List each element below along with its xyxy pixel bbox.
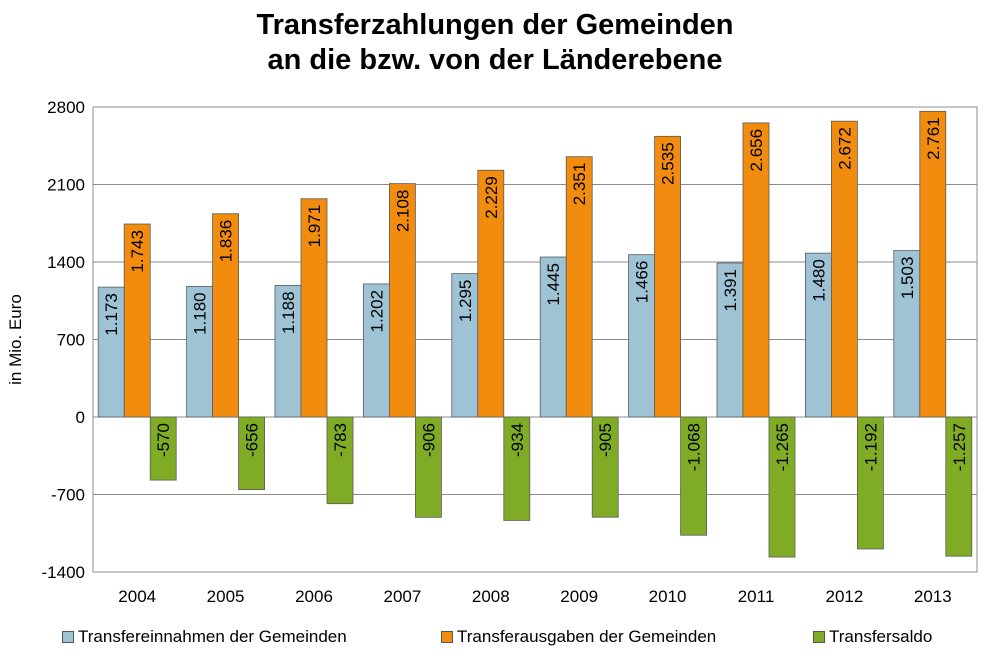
legend-item-saldo: Transfersaldo (813, 627, 932, 647)
x-tick-label-2009: 2009 (560, 587, 598, 606)
bar-1-2006 (300, 198, 328, 418)
data-label-2-2013: -1.257 (950, 423, 969, 471)
bar-2-2010 (680, 416, 707, 536)
bar-1-2004 (123, 223, 151, 418)
data-label-0-2005: 1.180 (191, 292, 210, 335)
bar-0-2005 (186, 285, 214, 418)
data-label-1-2009: 2.351 (570, 163, 589, 206)
x-tick-label-2010: 2010 (649, 587, 687, 606)
data-label-2-2010: -1.068 (685, 423, 704, 471)
chart-title-line-2: an die bzw. von der Länderebene (267, 44, 723, 76)
data-label-2-2006: -783 (331, 423, 350, 457)
y-tick-label-1: 2100 (47, 176, 85, 195)
bar-0-2006 (274, 285, 302, 418)
x-tick-label-2007: 2007 (383, 587, 421, 606)
data-label-1-2013: 2.761 (924, 117, 943, 160)
data-label-0-2012: 1.480 (809, 259, 828, 302)
y-tick-label-6: -1400 (42, 563, 85, 582)
chart-title-line-1: Transferzahlungen der Gemeinden (256, 9, 734, 41)
data-label-0-2010: 1.466 (633, 261, 652, 304)
x-tick-label-2011: 2011 (738, 587, 775, 606)
bar-2-2011 (768, 416, 796, 558)
data-label-0-2006: 1.188 (279, 291, 298, 334)
data-label-1-2012: 2.672 (835, 127, 854, 170)
x-tick-label-2006: 2006 (295, 587, 333, 606)
bar-2-2009 (591, 416, 619, 518)
data-label-2-2008: -934 (508, 423, 527, 457)
data-label-1-2010: 2.535 (659, 142, 678, 185)
bar-1-2009 (565, 156, 593, 418)
legend-item-einnahmen: Transfereinnahmen der Gemeinden (62, 627, 347, 647)
legend-label-einnahmen: Transfereinnahmen der Gemeinden (78, 627, 347, 646)
bar-1-2012 (831, 120, 858, 418)
bar-1-2010 (654, 135, 681, 418)
legend-swatch-einnahmen (62, 631, 74, 643)
bar-2-2008 (503, 416, 531, 521)
data-label-0-2008: 1.295 (456, 280, 475, 323)
data-label-0-2009: 1.445 (544, 263, 563, 306)
y-tick-label-4: 0 (76, 408, 85, 427)
data-label-1-2006: 1.971 (305, 205, 324, 248)
chart-title: Transferzahlungen der Gemeinden an die b… (0, 8, 990, 78)
y-tick-label-5: -700 (51, 486, 85, 505)
x-tick-label-2012: 2012 (825, 587, 863, 606)
data-label-2-2004: -570 (154, 423, 173, 457)
bar-0-2012 (805, 252, 832, 418)
data-label-1-2005: 1.836 (217, 220, 236, 263)
bar-2-2007 (414, 416, 442, 518)
legend-swatch-saldo (813, 631, 825, 643)
bar-2-2006 (326, 416, 354, 505)
x-tick-label-2008: 2008 (472, 587, 510, 606)
data-label-1-2011: 2.656 (747, 129, 766, 172)
bar-1-2005 (212, 213, 240, 418)
bar-1-2007 (388, 183, 416, 418)
data-label-2-2007: -906 (419, 423, 438, 457)
bar-0-2013 (893, 250, 921, 418)
bar-2-2013 (945, 416, 973, 557)
y-tick-label-3: 700 (57, 331, 85, 350)
legend-swatch-ausgaben (441, 631, 453, 643)
bar-0-2007 (362, 283, 390, 418)
x-tick-label-2004: 2004 (118, 587, 156, 606)
data-label-1-2008: 2.229 (482, 176, 501, 219)
data-label-2-2005: -656 (243, 423, 262, 457)
y-tick-label-0: 2800 (47, 98, 85, 117)
bar-2-2004 (149, 416, 177, 481)
bar-1-2011 (742, 122, 770, 418)
data-label-2-2011: -1.265 (773, 423, 792, 471)
bar-1-2013 (919, 110, 947, 418)
data-label-2-2009: -905 (596, 423, 615, 457)
bar-2-2012 (857, 416, 884, 550)
legend-item-ausgaben: Transferausgaben der Gemeinden (441, 627, 716, 647)
data-label-2-2012: -1.192 (861, 423, 880, 471)
plot-frame (92, 106, 978, 573)
legend-label-ausgaben: Transferausgaben der Gemeinden (457, 627, 717, 646)
data-label-0-2013: 1.503 (898, 257, 917, 300)
bar-0-2009 (539, 256, 567, 418)
bar-0-2008 (451, 273, 479, 418)
bar-0-2004 (97, 286, 125, 418)
data-label-1-2004: 1.743 (128, 230, 147, 273)
bar-chart: 2800 2100 1400 700 0 -700 -1400 in Mio. Euro 1.1… (6, 98, 978, 606)
y-axis-label: in Mio. Euro (6, 294, 25, 385)
data-label-0-2004: 1.173 (102, 293, 121, 336)
data-label-0-2011: 1.391 (721, 269, 740, 312)
data-label-0-2007: 1.202 (367, 290, 386, 333)
legend-label-saldo: Transfersaldo (829, 627, 933, 646)
legend: Transfereinnahmen der Gemeinden Transfer… (0, 627, 990, 653)
bar-0-2010 (628, 254, 655, 418)
data-label-1-2007: 2.108 (393, 190, 412, 233)
x-tick-label-2005: 2005 (207, 587, 245, 606)
y-tick-label-2: 1400 (47, 253, 85, 272)
x-tick-label-2013: 2013 (914, 587, 952, 606)
bar-1-2008 (477, 169, 505, 418)
bar-2-2005 (238, 416, 266, 491)
